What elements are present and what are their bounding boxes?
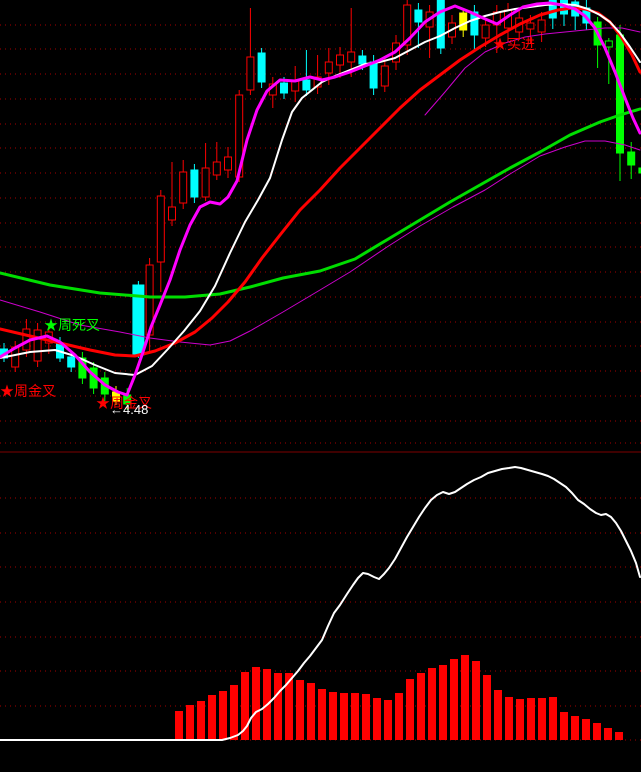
candle <box>224 156 232 171</box>
volume-bar <box>175 711 183 740</box>
ma-magenta <box>0 1 641 397</box>
volume-bar <box>582 719 590 740</box>
volume-bar <box>516 699 524 740</box>
volume-bar <box>186 705 194 740</box>
candle <box>280 82 288 94</box>
volume-bar <box>604 728 612 740</box>
volume-bar <box>450 659 458 740</box>
signal-annotations: ★周死叉 ★周金叉 ★周金叉 ←4.48 ★买进 <box>0 36 535 417</box>
kline-panel: ★周死叉 ★周金叉 ★周金叉 ←4.48 ★买进 <box>0 0 641 444</box>
candle <box>246 56 255 91</box>
candle <box>403 4 412 46</box>
indicator-line <box>0 466 641 741</box>
volume-bar <box>197 701 205 740</box>
volume-bar <box>571 716 579 740</box>
volume-bar <box>439 665 447 740</box>
weekly-death-cross-label: ★周死叉 <box>44 317 100 333</box>
candle <box>604 40 613 48</box>
candle <box>369 61 378 89</box>
ma-lines <box>0 1 641 397</box>
candle <box>436 0 445 49</box>
volume-bar <box>373 698 381 740</box>
volume-histogram <box>175 655 623 740</box>
candle <box>347 51 356 63</box>
candle <box>201 167 210 198</box>
volume-bar <box>307 683 315 740</box>
volume-bar <box>428 668 436 740</box>
volume-bar <box>527 698 535 740</box>
candle <box>67 356 76 368</box>
ma-violet-thin <box>0 140 641 346</box>
indicator-panel <box>0 451 641 741</box>
candle <box>526 22 535 30</box>
volume-bar <box>329 692 337 740</box>
candle <box>414 9 423 23</box>
volume-bar <box>560 712 568 740</box>
ma-green <box>0 107 641 299</box>
volume-bar <box>384 700 392 740</box>
ma-red <box>0 6 641 358</box>
candle <box>257 52 266 83</box>
candle <box>638 167 641 174</box>
volume-bar <box>351 693 359 740</box>
weekly-golden-cross-label-2: ★周金叉 <box>96 395 152 411</box>
volume-bar <box>505 697 513 740</box>
candle <box>627 151 636 166</box>
volume-bar <box>615 732 623 740</box>
candle <box>459 12 468 31</box>
candle <box>156 195 165 263</box>
candle <box>358 55 367 65</box>
volume-bar <box>406 679 414 740</box>
volume-bar <box>340 693 348 740</box>
volume-bar <box>417 673 425 740</box>
weekly-golden-cross-label-1: ★周金叉 <box>0 383 56 399</box>
volume-bar <box>461 655 469 740</box>
candle <box>168 206 176 221</box>
volume-bar <box>538 698 546 740</box>
candle <box>302 79 311 91</box>
volume-bar <box>296 680 304 740</box>
volume-bar <box>362 694 370 740</box>
volume-bar <box>494 690 502 740</box>
candle <box>190 169 199 198</box>
volume-bar <box>230 685 238 740</box>
low-price-label: ←4.48 <box>110 402 148 417</box>
volume-bar <box>318 689 326 740</box>
candle <box>380 65 389 87</box>
candle <box>291 80 300 92</box>
volume-bar <box>252 667 260 740</box>
volume-bar <box>483 675 491 740</box>
volume-bar <box>208 695 216 740</box>
candle <box>179 171 188 204</box>
candle <box>33 329 42 362</box>
volume-bar <box>274 673 282 740</box>
candle <box>324 61 333 74</box>
ma-violet-thin-2 <box>424 27 641 116</box>
volume-bar <box>395 693 403 740</box>
candlesticks <box>0 0 641 410</box>
buy-signal-label: ★买进 <box>493 36 535 52</box>
price-gridlines <box>0 24 641 444</box>
candle <box>212 161 221 176</box>
candle <box>537 19 546 33</box>
volume-bar <box>549 697 557 740</box>
candle <box>481 24 490 39</box>
volume-bar <box>241 672 249 740</box>
volume-bar <box>285 673 293 740</box>
volume-bar <box>472 661 480 740</box>
candle <box>336 54 344 66</box>
candle <box>470 11 479 36</box>
volume-bar <box>219 691 227 740</box>
volume-bar <box>593 723 601 740</box>
